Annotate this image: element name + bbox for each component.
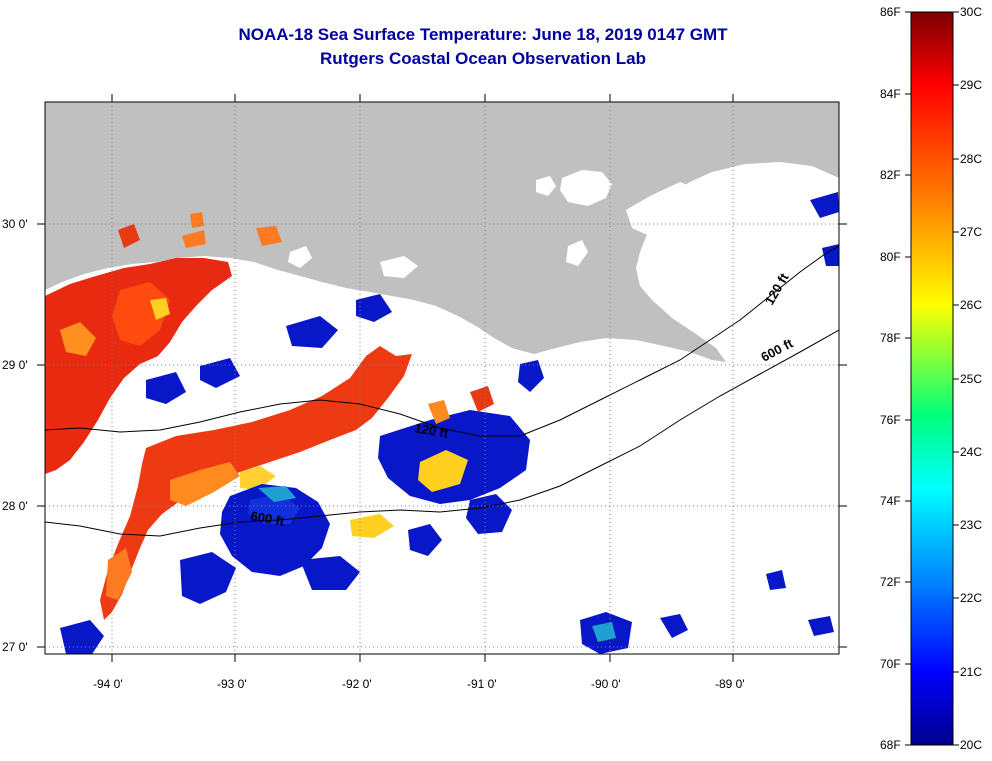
axis-ticks	[37, 94, 847, 662]
cb-c-22: 22C	[960, 591, 983, 605]
contour-120ft	[45, 245, 839, 437]
contour-label-120-mid: 120 ft	[413, 420, 450, 441]
graticule	[45, 102, 839, 654]
lat-label-29: 29 0'	[2, 358, 28, 372]
cb-f-76: 76F	[880, 413, 901, 427]
cb-c-20: 20C	[960, 738, 983, 752]
sst-warm-west	[45, 258, 232, 474]
lat-label-30: 30 0'	[2, 217, 28, 231]
cb-c-29: 29C	[960, 78, 983, 92]
contour-label-600-mid: 600 ft	[249, 508, 286, 529]
cb-f-82: 82F	[880, 168, 901, 182]
map-subtitle: Rutgers Coastal Ocean Observation Lab	[320, 49, 646, 68]
cb-c-24: 24C	[960, 445, 983, 459]
cb-f-84: 84F	[880, 87, 901, 101]
cb-c-27: 27C	[960, 225, 983, 239]
colorbar	[910, 11, 954, 746]
cb-c-30: 30C	[960, 5, 983, 19]
lon-label-90: -90 0'	[591, 677, 621, 691]
sst-warm-plume	[100, 346, 412, 620]
cb-f-74: 74F	[880, 494, 901, 508]
cb-f-80: 80F	[880, 250, 901, 264]
lat-label-28: 28 0'	[2, 499, 28, 513]
lon-label-92: -92 0'	[342, 677, 372, 691]
cb-f-68: 68F	[880, 738, 901, 752]
cb-c-28: 28C	[960, 152, 983, 166]
cb-c-26: 26C	[960, 298, 983, 312]
lon-label-94: -94 0'	[93, 677, 123, 691]
contour-600ft	[45, 329, 839, 537]
lon-label-89: -89 0'	[715, 677, 745, 691]
map-title: NOAA-18 Sea Surface Temperature: June 18…	[238, 25, 728, 44]
cb-c-23: 23C	[960, 518, 983, 532]
cb-f-86: 86F	[880, 5, 901, 19]
lon-label-93: -93 0'	[217, 677, 247, 691]
cb-f-72: 72F	[880, 575, 901, 589]
lat-label-27: 27 0'	[2, 640, 28, 654]
cb-f-70: 70F	[880, 657, 901, 671]
sst-cold-core	[220, 484, 330, 576]
lon-label-91: -91 0'	[467, 677, 497, 691]
cb-c-21: 21C	[960, 665, 983, 679]
cb-c-25: 25C	[960, 372, 983, 386]
map-area	[45, 102, 839, 654]
land-mass	[45, 102, 839, 362]
lake-pontchartrain	[560, 170, 612, 206]
colorbar-ticks	[905, 11, 959, 746]
cb-f-78: 78F	[880, 331, 901, 345]
